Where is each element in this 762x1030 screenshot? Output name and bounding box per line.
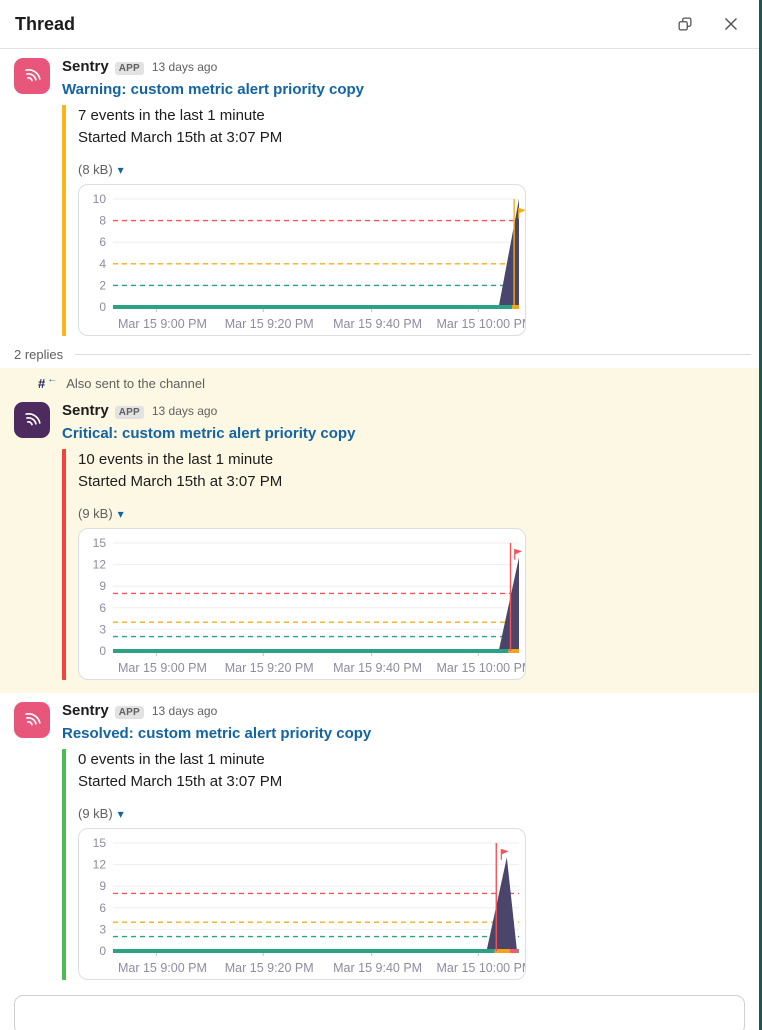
thread-header: Thread	[0, 0, 759, 49]
svg-text:6: 6	[99, 901, 106, 915]
message-content: Sentry APP 13 days ago Resolved: custom …	[62, 702, 743, 980]
divider-line	[75, 354, 751, 355]
started-at-text: Started March 15th at 3:07 PM	[78, 773, 283, 790]
svg-text:Mar 15 9:20 PM: Mar 15 9:20 PM	[225, 661, 314, 675]
alert-title-link[interactable]: Resolved: custom metric alert priority c…	[62, 725, 372, 742]
svg-text:0: 0	[99, 944, 106, 958]
message-content: Sentry APP 13 days ago Critical: custom …	[62, 402, 743, 680]
svg-text:3: 3	[99, 622, 106, 636]
svg-text:15: 15	[93, 536, 107, 550]
started-at-text: Started March 15th at 3:07 PM	[78, 129, 283, 146]
metric-chart-svg: 0 3 6 9 12 15 Mar 15 9:00 PM Mar 15 9:20 PM Mar …	[93, 536, 526, 675]
also-sent-row: # ← Also sent to the channel	[0, 373, 759, 393]
file-size-label: (9 kB)	[78, 806, 113, 821]
message-critical: Sentry APP 13 days ago Critical: custom …	[0, 393, 759, 683]
svg-text:0: 0	[99, 300, 106, 314]
name-row: Sentry APP 13 days ago	[62, 58, 743, 78]
channel-hash-icon: #	[38, 376, 46, 391]
name-row: Sentry APP 13 days ago	[62, 402, 743, 422]
svg-text:3: 3	[99, 922, 106, 936]
sender-name[interactable]: Sentry	[62, 702, 109, 719]
timestamp[interactable]: 13 days ago	[151, 60, 218, 74]
svg-text:Mar 15 9:20 PM: Mar 15 9:20 PM	[225, 317, 314, 331]
svg-text:Mar 15 10:00 PM: Mar 15 10:00 PM	[436, 961, 526, 975]
sender-name[interactable]: Sentry	[62, 58, 109, 75]
highlighted-replies-section: # ← Also sent to the channel Sentry APP	[0, 368, 759, 693]
svg-text:8: 8	[99, 214, 106, 228]
file-toggle[interactable]: (9 kB) ▾	[78, 806, 743, 821]
file-toggle[interactable]: (8 kB) ▾	[78, 162, 743, 177]
timestamp[interactable]: 13 days ago	[151, 704, 218, 718]
svg-text:9: 9	[99, 579, 106, 593]
avatar[interactable]	[14, 58, 50, 94]
svg-text:6: 6	[99, 601, 106, 615]
caret-down-icon: ▾	[117, 506, 124, 521]
file-toggle[interactable]: (9 kB) ▾	[78, 506, 743, 521]
svg-text:Mar 15 9:00 PM: Mar 15 9:00 PM	[118, 661, 207, 675]
open-in-channel-icon[interactable]	[675, 14, 695, 34]
header-actions	[675, 14, 741, 34]
sentry-logo-icon	[25, 712, 41, 726]
app-badge: APP	[114, 706, 144, 719]
svg-text:Mar 15 10:00 PM: Mar 15 10:00 PM	[436, 661, 526, 675]
message-resolved: Sentry APP 13 days ago Resolved: custom …	[0, 693, 759, 983]
svg-text:Mar 15 9:40 PM: Mar 15 9:40 PM	[333, 661, 422, 675]
message-content: Sentry APP 13 days ago Warning: custom m…	[62, 58, 743, 336]
replies-count-label: 2 replies	[14, 347, 64, 362]
sentry-logo-icon	[25, 412, 41, 426]
avatar[interactable]	[14, 702, 50, 738]
svg-text:4: 4	[99, 257, 106, 271]
svg-text:2: 2	[99, 278, 106, 292]
svg-text:Mar 15 10:00 PM: Mar 15 10:00 PM	[436, 317, 526, 331]
sentry-logo-icon	[25, 68, 41, 82]
alert-attachment: 0 events in the last 1 minute Started Ma…	[62, 749, 743, 980]
close-icon[interactable]	[721, 14, 741, 34]
alert-attachment: 7 events in the last 1 minute Started Ma…	[62, 105, 743, 336]
svg-text:Mar 15 9:40 PM: Mar 15 9:40 PM	[333, 961, 422, 975]
avatar[interactable]	[14, 402, 50, 438]
page-title: Thread	[15, 13, 76, 34]
timestamp[interactable]: 13 days ago	[151, 404, 218, 418]
svg-text:10: 10	[93, 192, 107, 206]
metric-chart-critical: 0 3 6 9 12 15 Mar 15 9:00 PM Mar 15 9:20 PM Mar …	[78, 528, 526, 680]
sent-arrow-icon: ←	[47, 374, 58, 385]
app-badge: APP	[114, 62, 144, 75]
svg-text:0: 0	[99, 644, 106, 658]
metric-chart-svg: 0 3 6 9 12 15 Mar 15 9:00 PM Mar 15 9:20 PM Mar …	[93, 836, 526, 975]
sender-name[interactable]: Sentry	[62, 402, 109, 419]
file-size-label: (9 kB)	[78, 506, 113, 521]
replies-divider: 2 replies	[0, 339, 759, 368]
app-badge: APP	[114, 406, 144, 419]
events-count-text: 0 events in the last 1 minute	[78, 751, 265, 768]
svg-text:9: 9	[99, 879, 106, 893]
metric-chart-svg: 0 2 4 6 8 10 Mar 15 9:00 PM Mar 15 9:20 PM Mar 1…	[93, 192, 526, 331]
svg-text:15: 15	[93, 836, 107, 850]
svg-text:6: 6	[99, 235, 106, 249]
metric-chart-resolved: 0 3 6 9 12 15 Mar 15 9:00 PM Mar 15 9:20 PM Mar …	[78, 828, 526, 980]
svg-text:12: 12	[93, 858, 107, 872]
also-sent-label: Also sent to the channel	[66, 376, 205, 391]
svg-text:Mar 15 9:40 PM: Mar 15 9:40 PM	[333, 317, 422, 331]
events-count-text: 7 events in the last 1 minute	[78, 107, 265, 124]
svg-text:Mar 15 9:00 PM: Mar 15 9:00 PM	[118, 961, 207, 975]
events-count-text: 10 events in the last 1 minute	[78, 451, 274, 468]
file-size-label: (8 kB)	[78, 162, 113, 177]
alert-title-link[interactable]: Warning: custom metric alert priority co…	[62, 81, 364, 98]
started-at-text: Started March 15th at 3:07 PM	[78, 473, 283, 490]
alert-title-link[interactable]: Critical: custom metric alert priority c…	[62, 425, 356, 442]
svg-text:Mar 15 9:20 PM: Mar 15 9:20 PM	[225, 961, 314, 975]
svg-text:Mar 15 9:00 PM: Mar 15 9:00 PM	[118, 317, 207, 331]
metric-chart-warning: 0 2 4 6 8 10 Mar 15 9:00 PM Mar 15 9:20 PM Mar 1…	[78, 184, 526, 336]
svg-text:12: 12	[93, 558, 107, 572]
name-row: Sentry APP 13 days ago	[62, 702, 743, 722]
message-input[interactable]	[14, 995, 745, 1030]
message-warning: Sentry APP 13 days ago Warning: custom m…	[0, 49, 759, 339]
caret-down-icon: ▾	[117, 162, 124, 177]
caret-down-icon: ▾	[117, 806, 124, 821]
alert-attachment: 10 events in the last 1 minute Started M…	[62, 449, 743, 680]
